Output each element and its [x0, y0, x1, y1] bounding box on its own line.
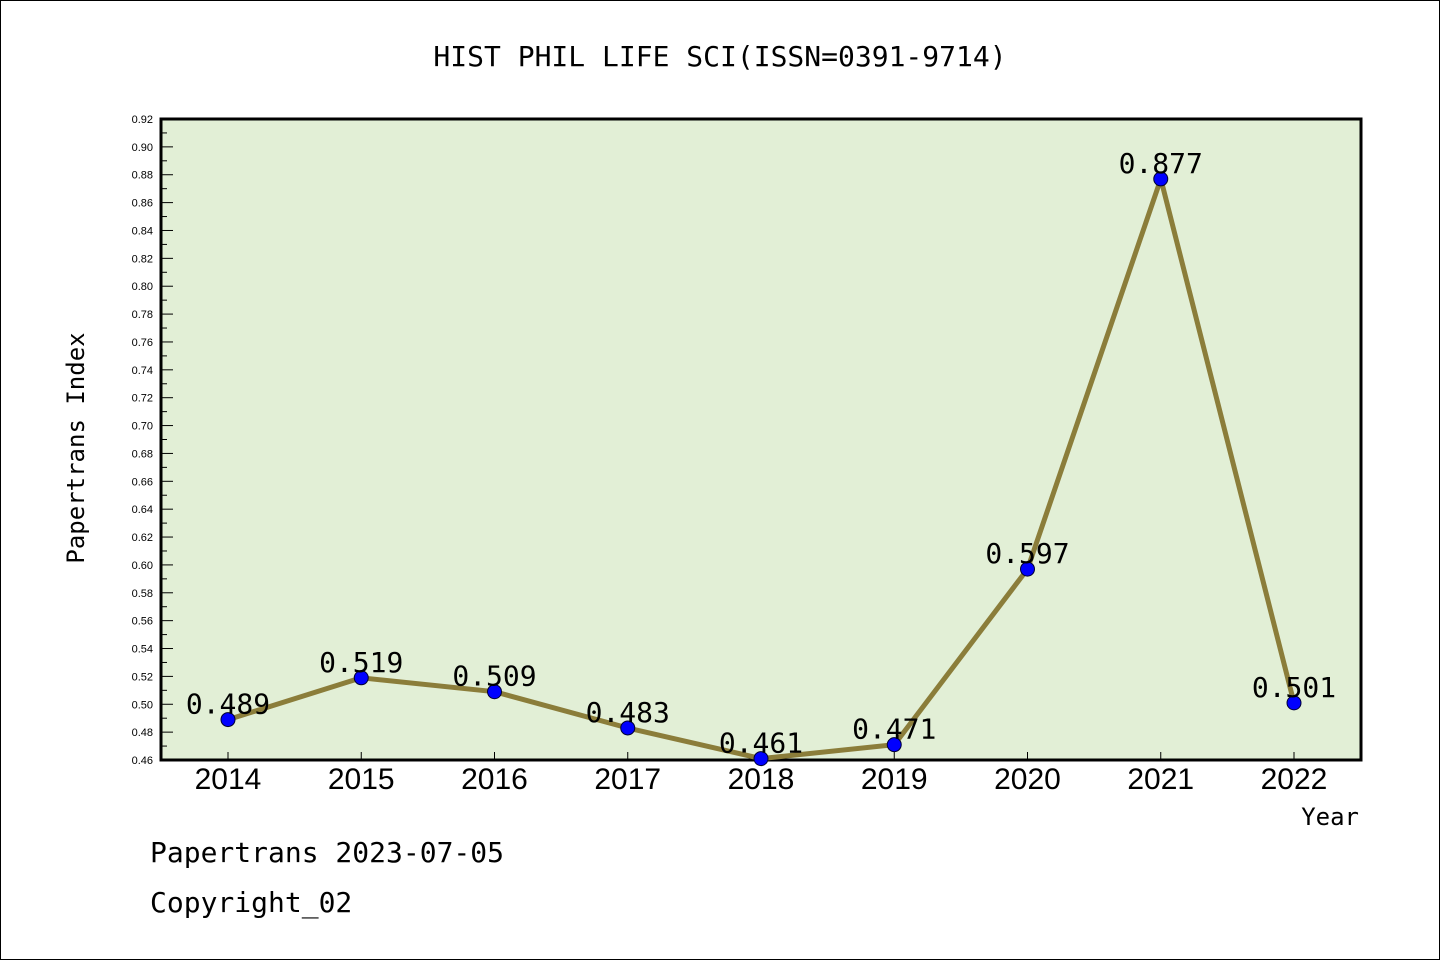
- x-tick-label: 2018: [728, 763, 795, 796]
- y-tick-label: 0.58: [132, 588, 153, 600]
- data-point-2018: [753, 751, 769, 767]
- data-point-2015: [353, 670, 369, 686]
- data-point-2014: [220, 712, 236, 728]
- x-axis-ticks: 2014 2015 2016 2017 2018 2019 2020 2021 2022: [195, 752, 1328, 796]
- y-tick-label: 0.50: [132, 699, 153, 711]
- y-tick-label: 0.70: [132, 421, 153, 433]
- x-tick-label: 2017: [594, 763, 661, 796]
- data-point-2021: [1153, 171, 1169, 187]
- y-tick-label: 0.56: [132, 616, 153, 628]
- x-tick-label: 2019: [861, 763, 928, 796]
- y-tick-label: 0.72: [132, 393, 153, 405]
- y-axis-ticks: 0.46 0.48 0.50 0.52 0.54 0.56 0.58 0.60 0.62 0.64…: [132, 114, 173, 767]
- y-tick-label: 0.52: [132, 671, 153, 683]
- data-label-2015: 0.519: [319, 646, 403, 679]
- y-axis-label: Papertrans Index: [62, 332, 90, 563]
- footer-copyright: Copyright_02: [150, 886, 353, 919]
- data-point-2020: [1020, 561, 1035, 577]
- y-tick-label: 0.84: [132, 225, 153, 237]
- y-tick-label: 0.54: [132, 644, 153, 656]
- data-label-2018: 0.461: [719, 727, 803, 760]
- y-tick-label: 0.46: [132, 755, 153, 767]
- y-tick-label: 0.68: [132, 448, 153, 460]
- x-axis-label: Year: [1301, 803, 1359, 831]
- data-label-2014: 0.489: [186, 688, 270, 721]
- data-label-2020: 0.597: [985, 537, 1069, 570]
- y-tick-label: 0.60: [132, 560, 153, 572]
- x-tick-label: 2016: [461, 763, 528, 796]
- data-labels: 0.489 0.519 0.509 0.483 0.461 0.471 0.597 0.877…: [186, 147, 1336, 760]
- y-tick-label: 0.80: [132, 281, 153, 293]
- data-markers: [220, 171, 1302, 767]
- y-tick-label: 0.62: [132, 532, 153, 544]
- y-tick-label: 0.88: [132, 170, 153, 182]
- data-label-2019: 0.471: [852, 713, 936, 746]
- y-tick-label: 0.90: [132, 142, 153, 154]
- y-tick-label: 0.86: [132, 198, 153, 210]
- data-label-2017: 0.483: [586, 696, 670, 729]
- x-tick-label: 2020: [994, 763, 1061, 796]
- chart-title: HIST PHIL LIFE SCI(ISSN=0391-9714): [433, 40, 1006, 73]
- x-tick-label: 2021: [1127, 763, 1194, 796]
- y-tick-label: 0.78: [132, 309, 153, 321]
- data-label-2021: 0.877: [1119, 147, 1203, 180]
- footer-date: Papertrans 2023-07-05: [150, 836, 505, 869]
- data-point-2016: [487, 684, 502, 700]
- x-tick-label: 2015: [328, 763, 395, 796]
- y-tick-label: 0.92: [132, 114, 153, 126]
- data-point-2017: [620, 720, 636, 736]
- data-label-2016: 0.509: [452, 660, 536, 693]
- y-tick-label: 0.76: [132, 337, 153, 349]
- y-tick-label: 0.74: [132, 365, 153, 377]
- data-point-2022: [1286, 695, 1302, 711]
- plot-area: [159, 117, 1363, 762]
- y-tick-label: 0.48: [132, 727, 153, 739]
- y-tick-label: 0.64: [132, 504, 153, 516]
- x-tick-label: 2022: [1261, 763, 1328, 796]
- data-point-2019: [886, 737, 902, 753]
- y-tick-label: 0.66: [132, 476, 153, 488]
- x-tick-label: 2014: [195, 763, 262, 796]
- y-tick-label: 0.82: [132, 253, 153, 265]
- data-label-2022: 0.501: [1252, 671, 1336, 704]
